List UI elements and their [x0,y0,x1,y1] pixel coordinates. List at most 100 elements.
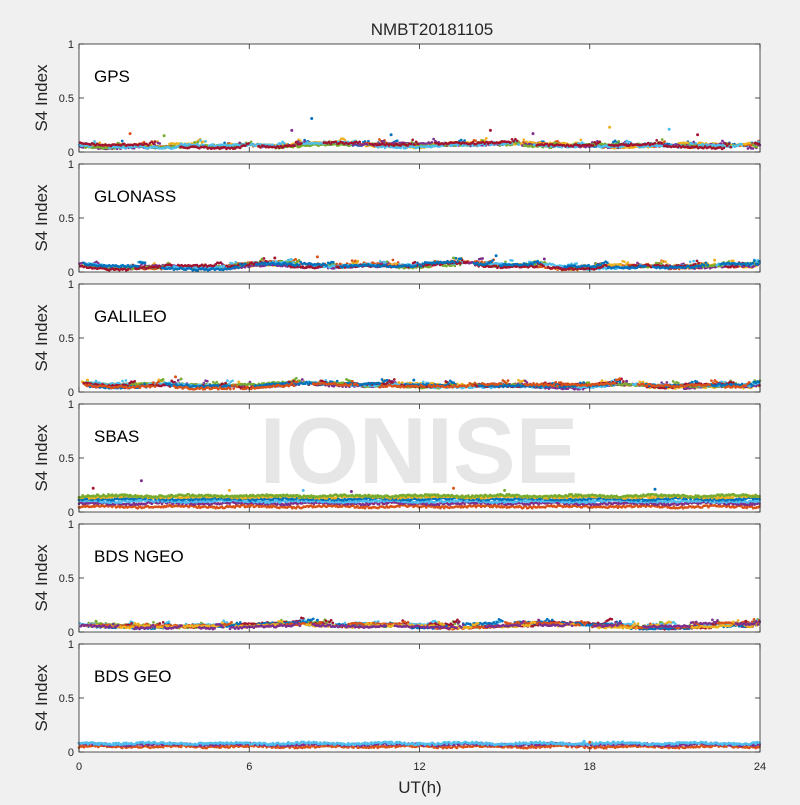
data-point [751,262,754,265]
data-point [522,138,525,141]
data-point [660,142,663,145]
data-point [199,139,202,142]
data-point [728,142,731,145]
data-point [663,140,666,143]
data-point [459,262,462,265]
data-point [726,145,729,148]
outlier-point [696,133,699,136]
data-point [542,264,545,267]
outlier-point [543,258,546,261]
data-point [392,259,395,262]
data-point [703,264,706,267]
data-point [706,264,709,267]
outlier-point [608,126,611,129]
data-point [749,142,752,145]
data-point [170,264,173,267]
data-point [692,260,695,263]
data-point [453,261,456,264]
figure-title: NMBT20181105 [371,20,494,39]
data-point [460,257,463,260]
data-point [636,262,639,265]
plot-area [79,284,760,392]
data-point [491,259,494,262]
data-point [601,379,604,382]
data-point [509,141,512,144]
y-tick-label: 0.5 [59,213,74,225]
data-point [655,139,658,142]
plot-area [79,164,760,272]
outlier-point [495,254,498,257]
outlier-point [163,134,166,137]
y-tick-label: 1 [68,39,74,51]
data-point [379,260,382,263]
outlier-point [532,132,535,135]
data-point [752,147,755,150]
data-point [606,261,609,264]
y-tick-label: 0.5 [59,93,74,105]
data-point [691,142,694,145]
data-point [511,259,514,262]
data-point [432,138,435,141]
data-point [623,260,626,263]
data-point [724,142,727,145]
data-point [144,261,147,264]
data-point [758,260,761,263]
data-point [325,264,328,267]
data-point [617,140,620,143]
data-point [538,261,541,264]
data-point [294,258,297,261]
data-point [121,140,124,143]
data-point [154,140,157,143]
data-point [516,139,519,142]
data-point [358,140,361,143]
data-point [384,261,387,264]
outlier-point [290,129,293,132]
data-point [428,266,431,269]
data-point [598,140,601,143]
data-point [705,261,708,264]
y-tick-label: 1 [68,159,74,171]
data-point [137,265,140,268]
data-point [756,146,759,149]
outlier-point [489,129,492,132]
data-point [580,138,583,141]
data-point [396,139,399,142]
data-point [575,262,578,265]
data-point [158,142,161,145]
data-point [592,144,595,147]
data-point [697,262,700,265]
outlier-point [452,257,455,260]
plot-area [79,44,760,152]
outlier-point [273,257,276,260]
data-point [661,260,664,263]
data-point [456,260,459,263]
data-point [481,257,484,260]
outlier-point [316,255,319,258]
data-point [460,139,463,142]
outlier-point [310,117,313,120]
data-point [756,263,759,266]
data-point [414,261,417,264]
data-point [535,265,538,268]
data-point [416,262,419,265]
data-point [283,142,286,145]
outlier-point [668,128,671,131]
data-point [694,142,697,145]
data-point [620,263,623,266]
panel-label: GLONASS [94,187,176,206]
data-point [416,143,419,146]
data-point [290,258,293,261]
data-point [466,261,469,264]
data-point [512,140,515,143]
outlier-point [129,132,132,135]
y-axis-label: S4 Index [32,184,51,252]
data-point [263,257,266,260]
y-tick-label: 0 [68,147,74,159]
data-point [413,143,416,146]
y-axis-label: S4 Index [32,64,51,132]
data-point [357,260,360,263]
